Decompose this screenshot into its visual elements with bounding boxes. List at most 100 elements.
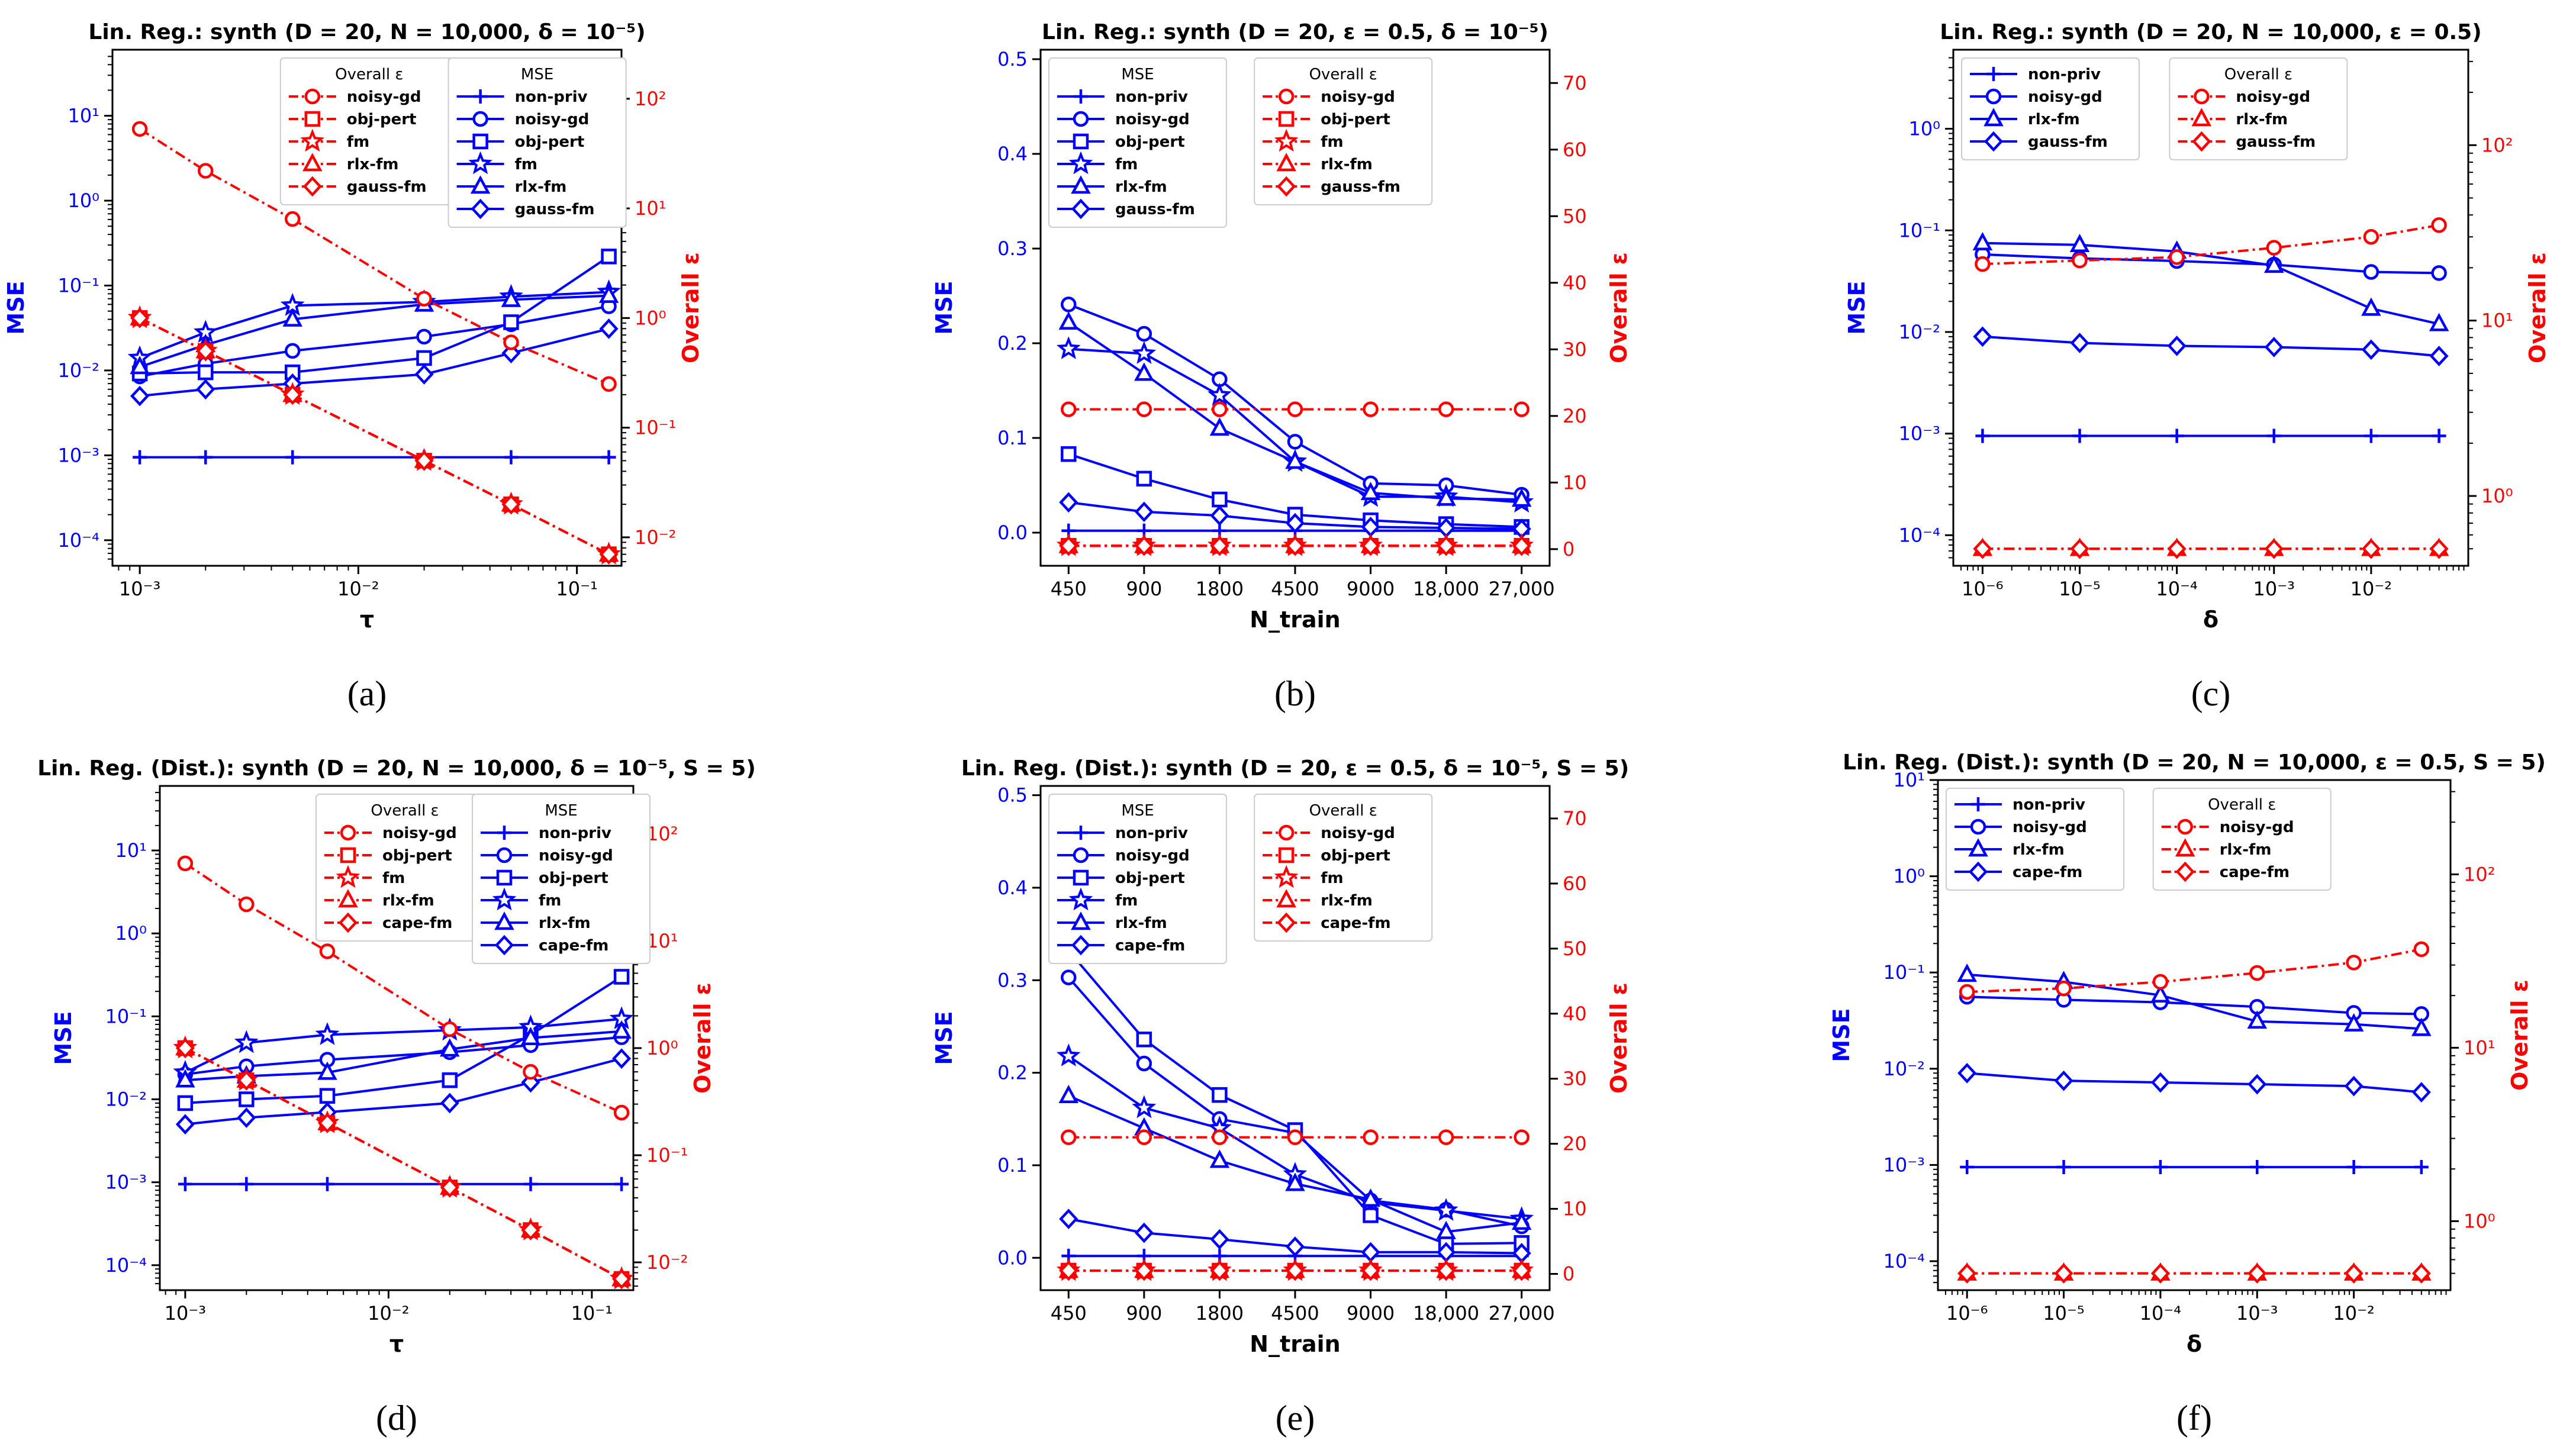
panel-e-eps-noisy-gd-point: [1212, 1129, 1228, 1145]
panel-e-mse-legend-label: cape-fm: [1115, 937, 1185, 955]
panel-c-eps-noisy-gd-point: [2363, 228, 2379, 245]
panel-d-ytick-label: 10⁰: [115, 922, 147, 945]
panel-a-mse-legend-marker: [472, 133, 488, 150]
panel-a-ytick-label: 10⁻³: [58, 444, 99, 466]
panel-b-eps-noisy-gd-point: [1061, 401, 1077, 417]
panel-f-eps-cape-fm-point: [2411, 1263, 2431, 1284]
panel-e-eps-legend-label: cape-fm: [1321, 914, 1390, 932]
panel-c-xlabel: δ: [2203, 607, 2218, 633]
panel-e-eps-cape-fm-point: [1437, 1260, 1456, 1281]
panel-c-eps-gauss-fm-point: [2167, 538, 2187, 559]
panel-b-y2tick-label: 70: [1563, 72, 1587, 94]
panel-b-eps-legend-frame: [1254, 57, 1433, 205]
panel-f-mse-legend-marker: [1968, 861, 1988, 882]
panel-b-y2tick-label: 30: [1563, 338, 1587, 360]
panel-d-eps-noisy-gd-point: [319, 943, 336, 959]
panel-b-xtick-label: 27,000: [1489, 578, 1555, 600]
panel-e-xtick-label: 27,000: [1489, 1302, 1555, 1324]
panel-f-eps-cape-fm-point: [1957, 1263, 1977, 1284]
panel-c-xtick-label: 10⁻³: [2253, 578, 2295, 600]
panel-d-mse-rlx-fm-point: [520, 1027, 541, 1045]
panel-c-ytick-label: 10⁻⁴: [1899, 524, 1940, 546]
panel-a-eps-noisy-gd-point: [503, 334, 519, 350]
panel-f-mse-legend-marker: [1970, 818, 1986, 835]
panel-a-eps-legend-marker: [302, 176, 322, 197]
panel-d-eps-noisy-gd-point: [613, 1104, 630, 1121]
panel-a-eps-noisy-gd-point: [131, 121, 148, 137]
panel-e-ytick-label: 0.0: [997, 1246, 1028, 1269]
panel-d-mse-non-priv-point: [320, 1177, 335, 1191]
panel-b-ytick-label: 0.4: [997, 143, 1028, 165]
panel-f-eps-noisy-gd-point: [2056, 980, 2072, 997]
panel-d-mse-noisy-gd-line: [185, 1036, 622, 1076]
panel-c-xtick-label: 10⁻⁵: [2059, 578, 2100, 600]
panel-d-mse-cape-fm-point: [612, 1048, 632, 1069]
panel-f-mse-non-priv-point: [2250, 1160, 2265, 1175]
panel-a-y2label: Overall ε: [678, 252, 704, 363]
panel-e-xtick-label: 18,000: [1413, 1302, 1479, 1324]
panel-a-mse-obj-pert-point: [503, 314, 519, 330]
panel-c-eps-gauss-fm-point: [2429, 538, 2449, 559]
panel-a-mse-legend-label: non-priv: [515, 88, 588, 106]
panel-e-eps-noisy-gd-point: [1061, 1129, 1077, 1145]
panel-e-ytick-label: 0.2: [997, 1062, 1028, 1084]
panel-b-mse-legend-label: non-priv: [1115, 88, 1188, 106]
panel-b-ytick-label: 0.3: [997, 237, 1028, 260]
panel-a-eps-noisy-gd-point: [601, 376, 617, 392]
panel-e-y2tick-label: 40: [1563, 1003, 1587, 1025]
panel-c-eps-gauss-fm-point: [2361, 538, 2381, 559]
panel-c-eps-legend-frame: [2169, 57, 2348, 160]
panel-f-eps-noisy-gd-point: [2346, 955, 2362, 971]
panel-b-eps-legend-label: obj-pert: [1321, 111, 1390, 128]
panel-a-eps-legend-marker: [304, 88, 321, 105]
panel-e-mse-rlx-fm-point: [1285, 1172, 1305, 1191]
panel-f-mse-non-priv-point: [2056, 1160, 2071, 1175]
panel-d-mse-legend-label: rlx-fm: [539, 914, 591, 932]
panel-d-ylabel: MSE: [50, 1011, 76, 1065]
panel-a: Lin. Reg.: synth (D = 20, N = 10,000, δ …: [3, 20, 704, 713]
panel-b-mse-legend-title: MSE: [1121, 66, 1154, 83]
panel-e-mse-legend-label: obj-pert: [1115, 869, 1185, 887]
panel-f-caption: (f): [2176, 1398, 2212, 1438]
panel-a-y2tick-label: 10⁻²: [635, 526, 676, 549]
panel-d-eps-legend-marker: [340, 847, 356, 863]
panel-a-xlabel: τ: [360, 607, 374, 633]
panel-b-eps-noisy-gd-point: [1438, 401, 1454, 417]
panel-f-mse-rlx-fm-point: [2247, 1010, 2268, 1029]
panel-d-mse-legend-label: obj-pert: [539, 869, 608, 887]
panel-c-mse-gauss-fm-line: [1982, 335, 2439, 357]
panel-d-eps-cape-fm-line: [184, 1047, 623, 1280]
panel-d-mse-cape-fm-point: [237, 1107, 256, 1128]
panel-e-eps-legend-marker: [1278, 824, 1295, 841]
panel-a-y2tick-label: 10⁰: [635, 307, 666, 329]
panel-b-eps-legend-title: Overall ε: [1309, 66, 1377, 83]
panel-f-mse-rlx-fm-point: [2343, 1013, 2364, 1032]
panel-d-mse-obj-pert-point: [319, 1088, 336, 1104]
panel-c: Lin. Reg.: synth (D = 20, N = 10,000, ε …: [1844, 20, 2551, 713]
panel-a-mse-legend-marker: [468, 151, 492, 175]
panel-d-y2tick-label: 10⁻²: [646, 1251, 688, 1274]
panel-b-mse-legend-frame: [1048, 57, 1227, 228]
panel-a-xtick-label: 10⁻¹: [556, 578, 597, 600]
panel-a-eps-legend-title: Overall ε: [335, 66, 403, 83]
panel-c-mse-legend-label: noisy-gd: [2028, 88, 2102, 106]
panel-e-eps-cape-fm-point: [1134, 1260, 1154, 1281]
panel-c-mse-non-priv-point: [2072, 428, 2087, 443]
panel-c-caption: (c): [2191, 674, 2231, 713]
panel-b-mse-gauss-fm-point: [1134, 501, 1154, 523]
panel-f-ytick-label: 10⁻¹: [1883, 961, 1925, 984]
panel-f-mse-legend-label: non-priv: [2012, 796, 2085, 814]
panel-a-mse-legend-label: rlx-fm: [515, 178, 567, 196]
panel-e-y2tick-label: 20: [1563, 1133, 1587, 1155]
panel-c-xtick-label: 10⁻⁴: [2156, 578, 2197, 600]
panel-d-mse-obj-pert-point: [613, 969, 630, 985]
panel-b-eps-gauss-fm-point: [1361, 535, 1380, 556]
panel-d-eps-legend-label: obj-pert: [382, 847, 452, 865]
panel-f-mse-cape-fm-line: [1967, 1072, 2422, 1094]
panel-e-mse-legend-frame: [1048, 794, 1227, 964]
panel-b-eps-noisy-gd-point: [1287, 401, 1303, 417]
panel-a-eps-noisy-gd-point: [198, 163, 214, 179]
panel-f-xtick-label: 10⁻⁵: [2043, 1302, 2084, 1324]
panel-c-eps-noisy-gd-point: [1975, 256, 1991, 272]
panel-f-mse-cape-fm-point: [2247, 1074, 2267, 1095]
